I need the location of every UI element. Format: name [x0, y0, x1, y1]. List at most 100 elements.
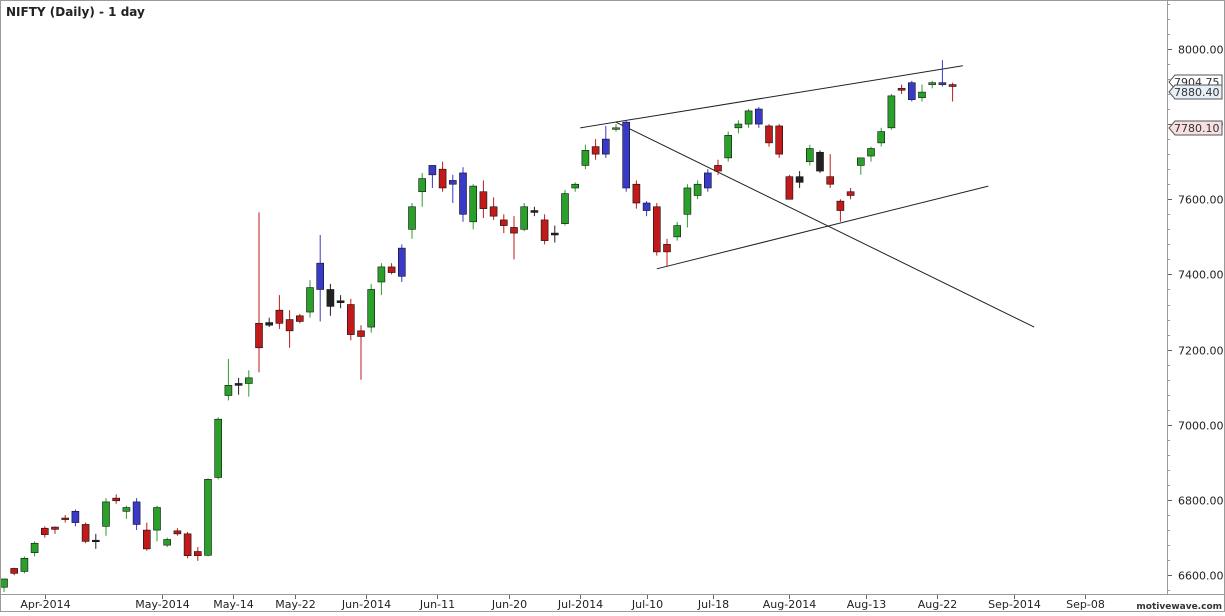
candle[interactable]: [346, 298, 355, 341]
candle[interactable]: [81, 522, 90, 544]
candle[interactable]: [306, 280, 314, 318]
candle[interactable]: [867, 146, 875, 162]
candle[interactable]: [71, 509, 80, 527]
candle[interactable]: [765, 124, 773, 147]
trendline[interactable]: [615, 121, 1035, 328]
candle[interactable]: [734, 120, 743, 134]
candle[interactable]: [275, 295, 284, 329]
candle[interactable]: [652, 203, 661, 256]
candle[interactable]: [938, 60, 947, 87]
candle[interactable]: [183, 531, 192, 559]
candle[interactable]: [20, 556, 29, 574]
candle[interactable]: [561, 189, 569, 226]
candle[interactable]: [265, 317, 274, 328]
candle[interactable]: [377, 263, 386, 296]
candle[interactable]: [408, 203, 416, 239]
candle[interactable]: [418, 172, 427, 207]
candle[interactable]: [642, 201, 651, 217]
candle[interactable]: [571, 182, 580, 192]
candle[interactable]: [499, 214, 508, 234]
candle[interactable]: [520, 203, 529, 232]
candle[interactable]: [724, 131, 733, 162]
candle[interactable]: [673, 221, 682, 241]
candle[interactable]: [887, 93, 896, 130]
candle[interactable]: [622, 120, 631, 192]
x-tick-label: Sep-2014: [988, 598, 1041, 611]
candle[interactable]: [112, 494, 120, 504]
candle[interactable]: [214, 417, 222, 480]
candle[interactable]: [336, 295, 345, 309]
candle[interactable]: [459, 167, 467, 222]
candle[interactable]: [540, 214, 549, 245]
candle[interactable]: [632, 180, 641, 209]
candle[interactable]: [907, 80, 916, 102]
candle[interactable]: [744, 109, 753, 128]
candle[interactable]: [897, 84, 906, 94]
candle[interactable]: [928, 80, 937, 89]
candle[interactable]: [612, 124, 620, 132]
candle[interactable]: [683, 184, 692, 228]
candle[interactable]: [163, 537, 171, 548]
candle[interactable]: [601, 125, 610, 158]
candle[interactable]: [775, 124, 784, 158]
candle[interactable]: [61, 515, 70, 523]
candle[interactable]: [805, 144, 814, 166]
candle[interactable]: [448, 174, 457, 204]
candle[interactable]: [367, 283, 376, 333]
candle[interactable]: [785, 174, 794, 200]
candle[interactable]: [245, 370, 253, 397]
candle[interactable]: [234, 377, 243, 395]
candle[interactable]: [132, 498, 141, 531]
candle[interactable]: [948, 82, 957, 102]
candle[interactable]: [489, 197, 498, 220]
candle[interactable]: [10, 567, 18, 576]
candle[interactable]: [428, 165, 437, 188]
candle[interactable]: [224, 359, 233, 401]
candle[interactable]: [856, 157, 865, 175]
candle[interactable]: [397, 244, 406, 282]
candle[interactable]: [40, 526, 49, 538]
candle[interactable]: [550, 225, 559, 243]
candle[interactable]: [846, 187, 855, 200]
candle[interactable]: [918, 84, 926, 102]
candle[interactable]: [479, 180, 488, 219]
candle[interactable]: [122, 505, 131, 519]
candle[interactable]: [153, 505, 161, 542]
candle[interactable]: [387, 263, 396, 275]
candle[interactable]: [469, 184, 478, 230]
candle[interactable]: [102, 498, 110, 536]
candle[interactable]: [326, 283, 335, 316]
candle[interactable]: [877, 127, 886, 147]
candle[interactable]: [703, 169, 712, 192]
candle[interactable]: [693, 180, 702, 200]
candle[interactable]: [581, 144, 590, 170]
candle-body: [867, 148, 875, 157]
candle[interactable]: [754, 107, 763, 128]
candle[interactable]: [204, 478, 212, 557]
candle[interactable]: [510, 216, 518, 260]
candle[interactable]: [173, 528, 182, 536]
candle[interactable]: [826, 154, 835, 188]
candle[interactable]: [285, 310, 294, 348]
candle[interactable]: [295, 313, 304, 324]
trendline[interactable]: [580, 65, 963, 129]
candle[interactable]: [194, 547, 202, 561]
candle[interactable]: [255, 212, 263, 373]
candle[interactable]: [30, 541, 39, 557]
candle[interactable]: [663, 238, 671, 267]
candle[interactable]: [795, 171, 804, 188]
candle[interactable]: [143, 522, 151, 551]
candle[interactable]: [836, 199, 845, 222]
candle[interactable]: [591, 139, 600, 160]
trendline[interactable]: [656, 185, 989, 270]
candle[interactable]: [316, 234, 325, 322]
candle[interactable]: [530, 206, 539, 217]
candle[interactable]: [714, 159, 722, 175]
candle[interactable]: [438, 161, 447, 192]
candle[interactable]: [92, 533, 100, 549]
candle[interactable]: [357, 325, 365, 380]
candle[interactable]: [51, 526, 59, 534]
candle[interactable]: [816, 150, 824, 173]
